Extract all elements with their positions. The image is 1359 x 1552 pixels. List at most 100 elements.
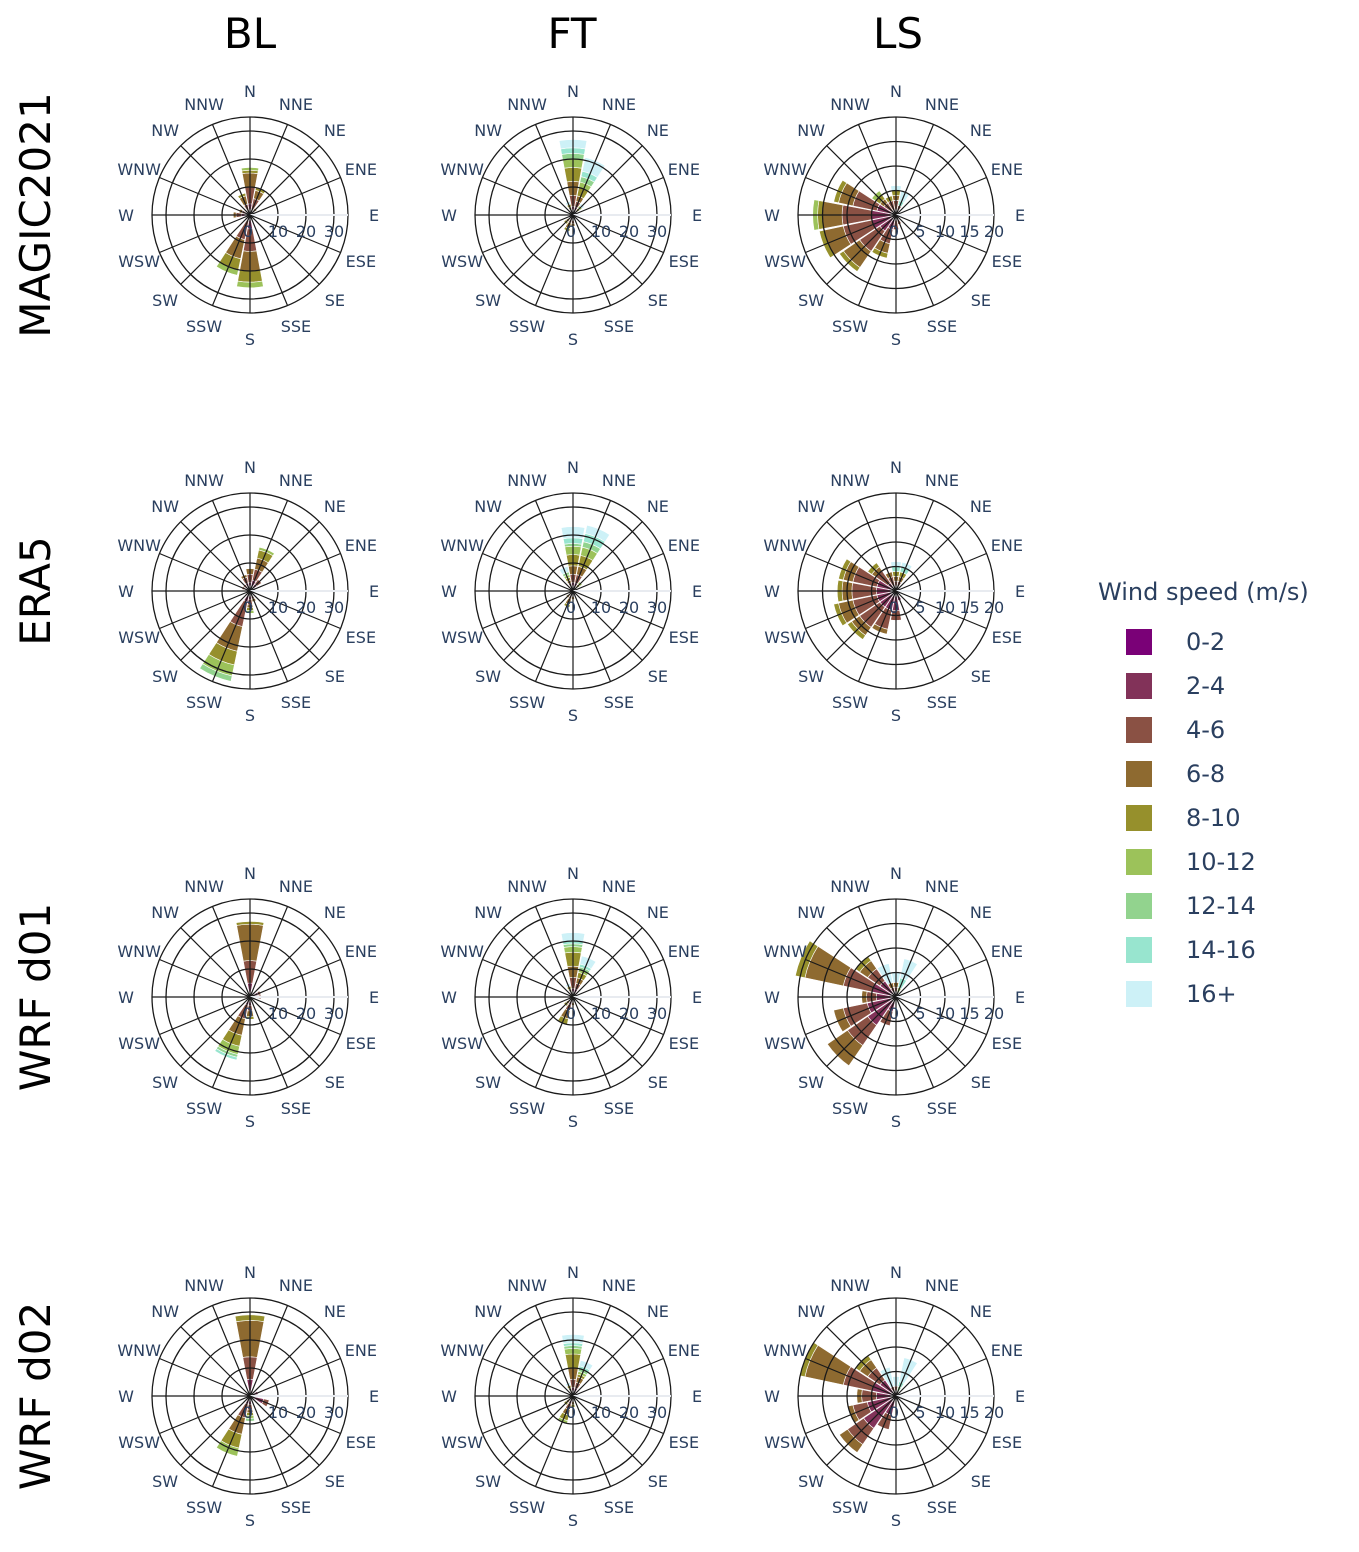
- direction-label-w: W: [764, 1387, 780, 1406]
- spoke-nw: [826, 927, 897, 998]
- radial-tick-label: 20: [619, 598, 639, 617]
- direction-label-nw: NW: [474, 121, 502, 140]
- spoke-nnw: [857, 124, 897, 216]
- direction-label-nne: NNE: [602, 877, 636, 896]
- direction-label-ese: ESE: [346, 1433, 376, 1452]
- spoke-ssw: [857, 214, 897, 306]
- direction-label-ne: NE: [324, 903, 346, 922]
- direction-label-s: S: [568, 1511, 578, 1530]
- direction-label-s: S: [891, 1511, 901, 1530]
- legend-item-16+[interactable]: 16+: [1098, 972, 1309, 1016]
- spoke-wnw: [805, 958, 897, 998]
- bar-wnw-8-10: [794, 940, 819, 979]
- legend-item-2-4[interactable]: 2-4: [1098, 664, 1309, 708]
- spoke-se: [249, 214, 320, 285]
- spoke-se: [895, 590, 966, 661]
- direction-label-nw: NW: [151, 121, 179, 140]
- direction-label-wnw: WNW: [117, 536, 161, 555]
- legend-item-6-8[interactable]: 6-8: [1098, 752, 1309, 796]
- direction-label-ene: ENE: [345, 942, 377, 961]
- spoke-se: [249, 1395, 320, 1466]
- direction-label-nnw: NNW: [507, 95, 547, 114]
- spoke-sse: [572, 1395, 612, 1487]
- spoke-sse: [895, 590, 935, 682]
- radial-tick-zero: 0: [243, 1403, 253, 1422]
- direction-label-ssw: SSW: [186, 317, 222, 336]
- spoke-se: [572, 1395, 643, 1466]
- legend-label: 8-10: [1186, 804, 1241, 832]
- legend-swatch: [1126, 673, 1152, 699]
- spoke-ssw: [211, 214, 251, 306]
- legend-item-0-2[interactable]: 0-2: [1098, 620, 1309, 664]
- spoke-nw: [180, 1326, 251, 1397]
- direction-label-w: W: [118, 582, 134, 601]
- spoke-ese: [895, 214, 987, 254]
- direction-label-ssw: SSW: [186, 1099, 222, 1118]
- spoke-sw: [503, 590, 574, 661]
- legend-item-8-10[interactable]: 8-10: [1098, 796, 1309, 840]
- direction-label-n: N: [567, 458, 579, 477]
- direction-label-nne: NNE: [925, 877, 959, 896]
- direction-label-ene: ENE: [345, 536, 377, 555]
- direction-label-n: N: [244, 864, 256, 883]
- direction-label-ese: ESE: [669, 1034, 699, 1053]
- spoke-ne: [572, 1326, 643, 1397]
- legend-item-14-16[interactable]: 14-16: [1098, 928, 1309, 972]
- spoke-sse: [249, 590, 289, 682]
- spoke-ssw: [857, 996, 897, 1088]
- direction-label-n: N: [567, 1263, 579, 1282]
- spoke-nne: [249, 124, 289, 216]
- spoke-nnw: [857, 1305, 897, 1397]
- direction-label-ene: ENE: [668, 536, 700, 555]
- direction-label-nne: NNE: [925, 471, 959, 490]
- spoke-wsw: [805, 214, 897, 254]
- radial-tick-label: 10: [591, 1403, 611, 1422]
- direction-label-wsw: WSW: [764, 1034, 806, 1053]
- spoke-sw: [503, 214, 574, 285]
- spoke-nnw: [534, 500, 574, 592]
- spoke-ssw: [534, 996, 574, 1088]
- direction-label-ssw: SSW: [832, 693, 868, 712]
- direction-label-ne: NE: [324, 1302, 346, 1321]
- legend-label: 0-2: [1186, 628, 1226, 656]
- spoke-wsw: [482, 1395, 574, 1435]
- radial-tick-label: 10: [591, 1004, 611, 1023]
- legend-item-10-12[interactable]: 10-12: [1098, 840, 1309, 884]
- spoke-nne: [895, 1305, 935, 1397]
- direction-label-nne: NNE: [279, 877, 313, 896]
- legend-item-12-14[interactable]: 12-14: [1098, 884, 1309, 928]
- direction-label-w: W: [118, 206, 134, 225]
- spoke-ssw: [534, 590, 574, 682]
- legend-swatch: [1126, 849, 1152, 875]
- direction-label-sw: SW: [798, 667, 824, 686]
- direction-label-sse: SSE: [927, 317, 957, 336]
- spoke-nnw: [534, 124, 574, 216]
- direction-label-n: N: [890, 1263, 902, 1282]
- direction-label-sw: SW: [152, 1472, 178, 1491]
- windrose-wrf-d02-bl: N NNE NE ENE E ESE SE SSE S SSW SW WSW W WNW NW NNW 10 20…: [117, 1263, 379, 1530]
- legend-label: 2-4: [1186, 672, 1226, 700]
- spoke-wnw: [805, 552, 897, 592]
- direction-label-se: SE: [971, 291, 991, 310]
- spoke-nw: [503, 145, 574, 216]
- radial-tick-zero: 0: [243, 222, 253, 241]
- spoke-sse: [572, 996, 612, 1088]
- legend-item-4-6[interactable]: 4-6: [1098, 708, 1309, 752]
- direction-label-wsw: WSW: [764, 252, 806, 271]
- direction-label-wnw: WNW: [763, 160, 807, 179]
- radial-tick-label: 10: [591, 598, 611, 617]
- direction-label-ne: NE: [647, 1302, 669, 1321]
- row-title-magic2021: MAGIC2021: [11, 92, 60, 337]
- spoke-wsw: [482, 214, 574, 254]
- direction-label-ene: ENE: [668, 942, 700, 961]
- windrose-era5-ls: N NNE NE ENE E ESE SE SSE S SSW SW WSW W WNW NW NNW 5 10 1…: [763, 458, 1025, 725]
- direction-label-e: E: [369, 988, 379, 1007]
- direction-label-ne: NE: [970, 1302, 992, 1321]
- spoke-ene: [249, 176, 341, 216]
- direction-label-w: W: [118, 988, 134, 1007]
- direction-label-nw: NW: [474, 903, 502, 922]
- direction-label-e: E: [1015, 988, 1025, 1007]
- direction-label-ese: ESE: [669, 1433, 699, 1452]
- direction-label-ssw: SSW: [509, 693, 545, 712]
- spoke-wsw: [805, 1395, 897, 1435]
